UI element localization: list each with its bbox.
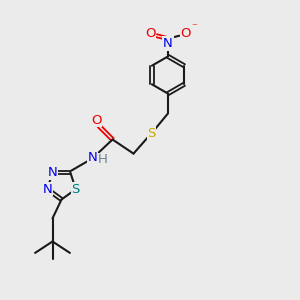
Text: ⁻: ⁻ [191,22,197,32]
Text: N: N [48,166,58,179]
Text: H: H [98,153,107,167]
Text: S: S [147,127,156,140]
Text: N: N [42,183,52,196]
Text: O: O [181,27,191,40]
Text: N: N [163,37,173,50]
Text: O: O [91,113,101,127]
Text: N: N [88,151,97,164]
Text: O: O [145,27,155,40]
Text: S: S [72,183,80,196]
